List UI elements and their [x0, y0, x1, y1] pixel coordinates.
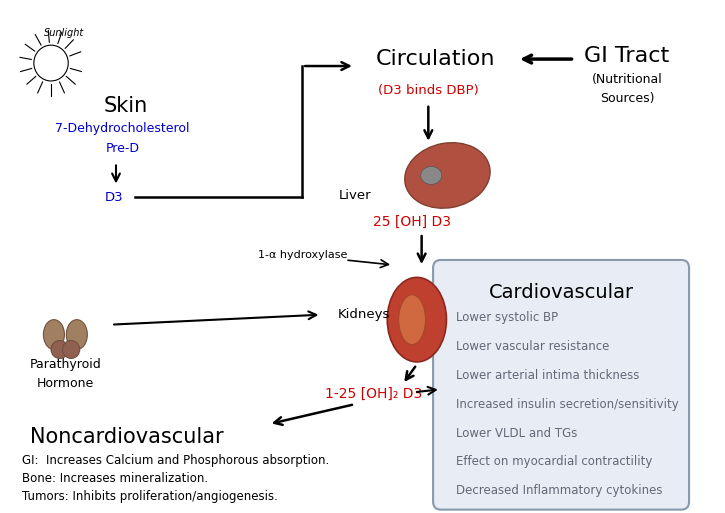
- Text: Lower VLDL and TGs: Lower VLDL and TGs: [456, 426, 577, 440]
- Text: Lower arterial intima thickness: Lower arterial intima thickness: [456, 369, 639, 382]
- Text: Bone: Increases mineralization.: Bone: Increases mineralization.: [22, 472, 209, 485]
- Text: Parathyroid
Hormone: Parathyroid Hormone: [30, 359, 102, 390]
- Text: Circulation: Circulation: [376, 49, 496, 69]
- Text: Lower vascular resistance: Lower vascular resistance: [456, 340, 610, 353]
- Ellipse shape: [62, 341, 80, 359]
- Text: 1-α hydroxylase: 1-α hydroxylase: [257, 250, 347, 260]
- Text: 1-25 [OH]₂ D3: 1-25 [OH]₂ D3: [326, 387, 423, 401]
- Circle shape: [34, 45, 68, 81]
- Text: (D3 binds DBP): (D3 binds DBP): [378, 85, 478, 97]
- Text: Effect on myocardial contractility: Effect on myocardial contractility: [456, 456, 652, 468]
- Text: (Nutritional
Sources): (Nutritional Sources): [592, 73, 663, 105]
- Ellipse shape: [420, 167, 442, 184]
- Text: Liver: Liver: [339, 189, 371, 202]
- Text: Sunlight: Sunlight: [44, 28, 85, 38]
- Ellipse shape: [399, 295, 426, 345]
- Text: Skin: Skin: [104, 96, 148, 116]
- Text: Kidneys: Kidneys: [338, 308, 391, 321]
- Text: Decreased Inflammatory cytokines: Decreased Inflammatory cytokines: [456, 484, 663, 497]
- Ellipse shape: [387, 278, 447, 362]
- Text: D3: D3: [105, 191, 123, 204]
- Text: 25 [OH] D3: 25 [OH] D3: [373, 215, 451, 229]
- Text: Noncardiovascular: Noncardiovascular: [30, 427, 224, 447]
- Text: Tumors: Inhibits proliferation/angiogenesis.: Tumors: Inhibits proliferation/angiogene…: [22, 490, 278, 503]
- Text: Increased insulin secretion/sensitivity: Increased insulin secretion/sensitivity: [456, 398, 679, 411]
- Ellipse shape: [405, 143, 490, 208]
- Text: GI Tract: GI Tract: [584, 46, 670, 66]
- Ellipse shape: [51, 341, 68, 359]
- FancyBboxPatch shape: [433, 260, 689, 509]
- Ellipse shape: [66, 320, 87, 349]
- Text: Cardiovascular: Cardiovascular: [489, 283, 634, 302]
- Text: Lower systolic BP: Lower systolic BP: [456, 311, 558, 324]
- Text: GI:  Increases Calcium and Phosphorous absorption.: GI: Increases Calcium and Phosphorous ab…: [22, 455, 330, 467]
- Text: 7-Dehydrocholesterol
Pre-D: 7-Dehydrocholesterol Pre-D: [55, 122, 190, 155]
- Ellipse shape: [44, 320, 65, 349]
